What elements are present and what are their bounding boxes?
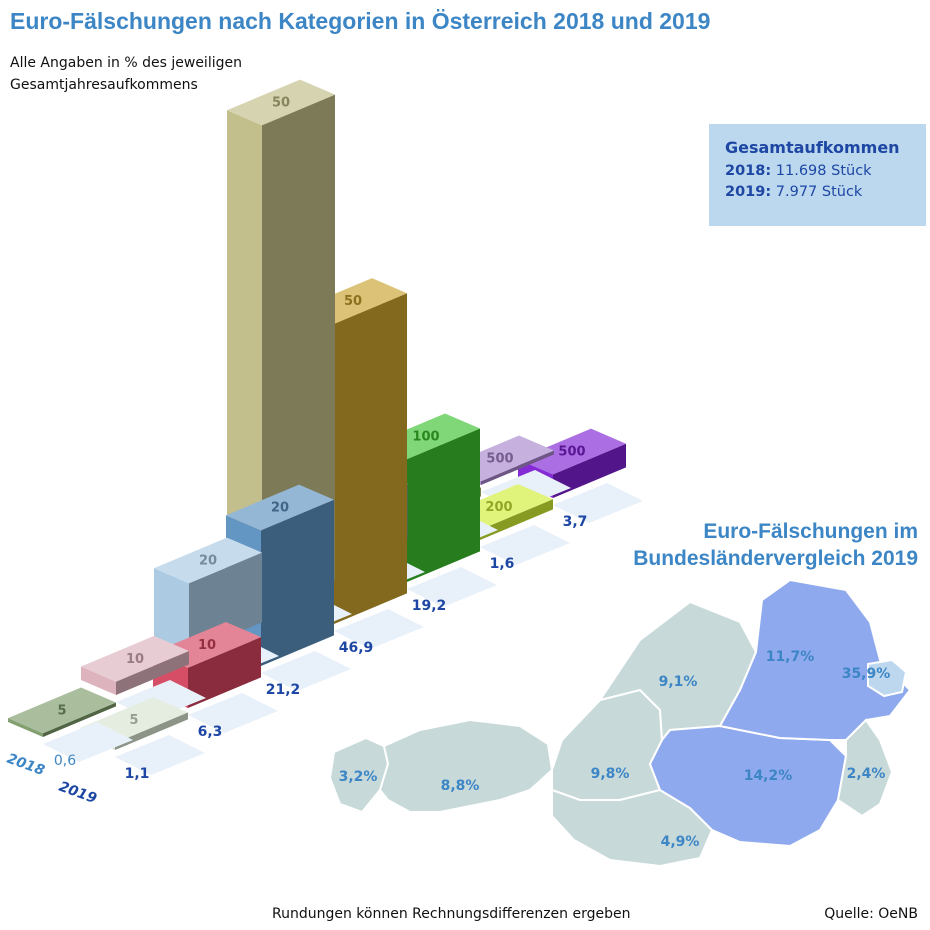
bar-denomination: 20 (271, 501, 289, 516)
map-region-label: 11,7% (766, 649, 815, 665)
chart-subtitle: Alle Angaben in % des jeweiligen Gesamtj… (10, 55, 242, 93)
bar-front (154, 568, 189, 654)
bar-chart: 5003,75000,62001,62001,410019,21008,5504… (5, 79, 643, 807)
bar-front (227, 110, 262, 612)
bar-side (407, 428, 480, 583)
year-label: 2018 (5, 751, 47, 779)
bar-side (480, 499, 553, 541)
bar-denomination: 50 (272, 95, 290, 110)
bar-side (262, 94, 335, 612)
austria-map: 3,2% 8,8% 9,8% 4,9% 9,1% 14,2% 11,7% 35,9% 2,4% (328, 578, 912, 868)
bar-front (81, 666, 116, 696)
bar-value-label: 6,3 (198, 724, 223, 740)
map-region (551, 788, 714, 868)
bar-shadow (115, 735, 205, 775)
bar-value-label: 19,2 (412, 598, 447, 614)
bar-top-banknote (8, 687, 116, 734)
bar-denomination: 50 (344, 294, 362, 309)
bar-value-label: 0,6 (54, 753, 76, 769)
bar-shadow (407, 567, 497, 607)
bar-side (115, 712, 188, 751)
bar-side (188, 637, 261, 709)
totals-box: Gesamtaufkommen 2018: 11.698 Stück 2019:… (709, 124, 926, 226)
bar-side (43, 702, 116, 738)
bar-shadow (188, 693, 278, 733)
map-region (551, 688, 664, 801)
bar-denomination: 10 (126, 652, 144, 667)
bar-side (189, 552, 262, 654)
bar-denomination: 500 (558, 445, 585, 460)
bar-shadow (334, 609, 424, 649)
bar-denomination: 200 (485, 500, 512, 515)
chart-title: Euro-Fälschungen nach Kategorien in Öste… (10, 8, 711, 34)
map-region (836, 718, 894, 818)
bar-side (553, 443, 626, 499)
totals-year-2018: 2018: (725, 163, 772, 179)
bar-side (334, 293, 407, 625)
map-region-label: 2,4% (847, 766, 886, 782)
year-label: 2019 (57, 779, 99, 807)
bar-denomination: 100 (412, 429, 439, 444)
map-region (867, 658, 908, 698)
map-region-label: 9,8% (591, 766, 630, 782)
totals-value-2018: 11.698 Stück (775, 163, 872, 179)
map-region-label: 9,1% (659, 674, 698, 690)
bar-shadow (43, 722, 133, 762)
map-region-label: 3,2% (339, 769, 378, 785)
bar-value-label: 21,2 (266, 682, 301, 698)
bar-denomination: 5 (57, 703, 66, 718)
bar-value-label: 1,1 (125, 766, 150, 782)
map-region (378, 718, 554, 813)
map-region (718, 578, 912, 741)
bar-top-banknote (518, 428, 626, 475)
footnote: Rundungen können Rechnungsdifferenzen er… (272, 906, 631, 922)
bar-side (481, 450, 554, 486)
totals-heading: Gesamtaufkommen (725, 138, 900, 157)
map-title: Euro-Fälschungen im Bundesländervergleic… (633, 520, 918, 570)
bar-top-banknote (226, 484, 334, 531)
totals-value-2019: 7.977 Stück (775, 184, 863, 200)
map-region-label: 35,9% (842, 666, 891, 682)
totals-row-2019: 2019: 7.977 Stück (725, 184, 926, 200)
map-region-label: 4,9% (661, 834, 700, 850)
source-note: Quelle: OeNB (824, 906, 918, 922)
bar-denomination: 10 (198, 638, 216, 653)
bar-shadow (553, 483, 643, 523)
map-region-label: 8,8% (441, 778, 480, 794)
bar-shadow (261, 651, 351, 691)
bar-value-label: 46,9 (339, 640, 374, 656)
bar-value-label: 1,6 (490, 556, 515, 572)
bar-denomination: 20 (199, 553, 217, 568)
bar-side (261, 499, 334, 667)
bar-denomination: 5 (129, 713, 138, 728)
bar-front (8, 718, 43, 738)
totals-row-2018: 2018: 11.698 Stück (725, 163, 926, 179)
map-region-label: 14,2% (744, 768, 793, 784)
bar-shadow (480, 525, 570, 565)
bar-denomination: 500 (486, 451, 513, 466)
bar-top-banknote (154, 537, 262, 584)
totals-year-2019: 2019: (725, 184, 772, 200)
bar-top-banknote (227, 79, 335, 126)
bar-top-banknote (81, 635, 189, 682)
bar-value-label: 3,7 (563, 514, 588, 530)
bar-side (116, 650, 189, 696)
